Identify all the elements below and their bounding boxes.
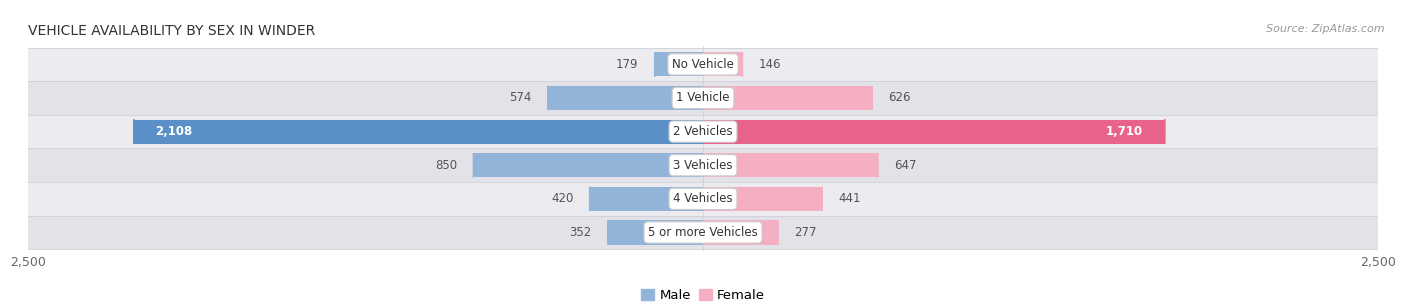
Bar: [28, 81, 1378, 115]
Bar: [28, 182, 1378, 216]
Bar: [28, 216, 1378, 249]
Text: 1 Vehicle: 1 Vehicle: [676, 91, 730, 104]
Text: 626: 626: [889, 91, 911, 104]
Bar: [703, 220, 778, 244]
Text: 574: 574: [509, 91, 531, 104]
Text: 441: 441: [838, 192, 860, 205]
Bar: [28, 148, 1378, 182]
Bar: [134, 120, 703, 144]
Bar: [703, 86, 872, 110]
Text: 420: 420: [551, 192, 574, 205]
Text: No Vehicle: No Vehicle: [672, 58, 734, 71]
Text: 352: 352: [569, 226, 592, 239]
Bar: [607, 220, 703, 244]
Text: VEHICLE AVAILABILITY BY SEX IN WINDER: VEHICLE AVAILABILITY BY SEX IN WINDER: [28, 24, 315, 38]
Bar: [703, 153, 877, 177]
Bar: [28, 115, 1378, 148]
Text: 2 Vehicles: 2 Vehicles: [673, 125, 733, 138]
Bar: [655, 52, 703, 76]
Text: 146: 146: [759, 58, 782, 71]
Legend: Male, Female: Male, Female: [641, 289, 765, 302]
Text: 3 Vehicles: 3 Vehicles: [673, 159, 733, 172]
Text: 5 or more Vehicles: 5 or more Vehicles: [648, 226, 758, 239]
Text: 2,108: 2,108: [156, 125, 193, 138]
Text: 4 Vehicles: 4 Vehicles: [673, 192, 733, 205]
Text: 647: 647: [894, 159, 917, 172]
Bar: [28, 47, 1378, 81]
Bar: [703, 52, 742, 76]
Text: 1,710: 1,710: [1107, 125, 1143, 138]
Text: 850: 850: [436, 159, 457, 172]
Bar: [589, 187, 703, 211]
Bar: [474, 153, 703, 177]
Bar: [703, 187, 823, 211]
Text: 277: 277: [794, 226, 817, 239]
Text: Source: ZipAtlas.com: Source: ZipAtlas.com: [1267, 24, 1385, 35]
Bar: [703, 120, 1164, 144]
Bar: [548, 86, 703, 110]
Text: 179: 179: [616, 58, 638, 71]
